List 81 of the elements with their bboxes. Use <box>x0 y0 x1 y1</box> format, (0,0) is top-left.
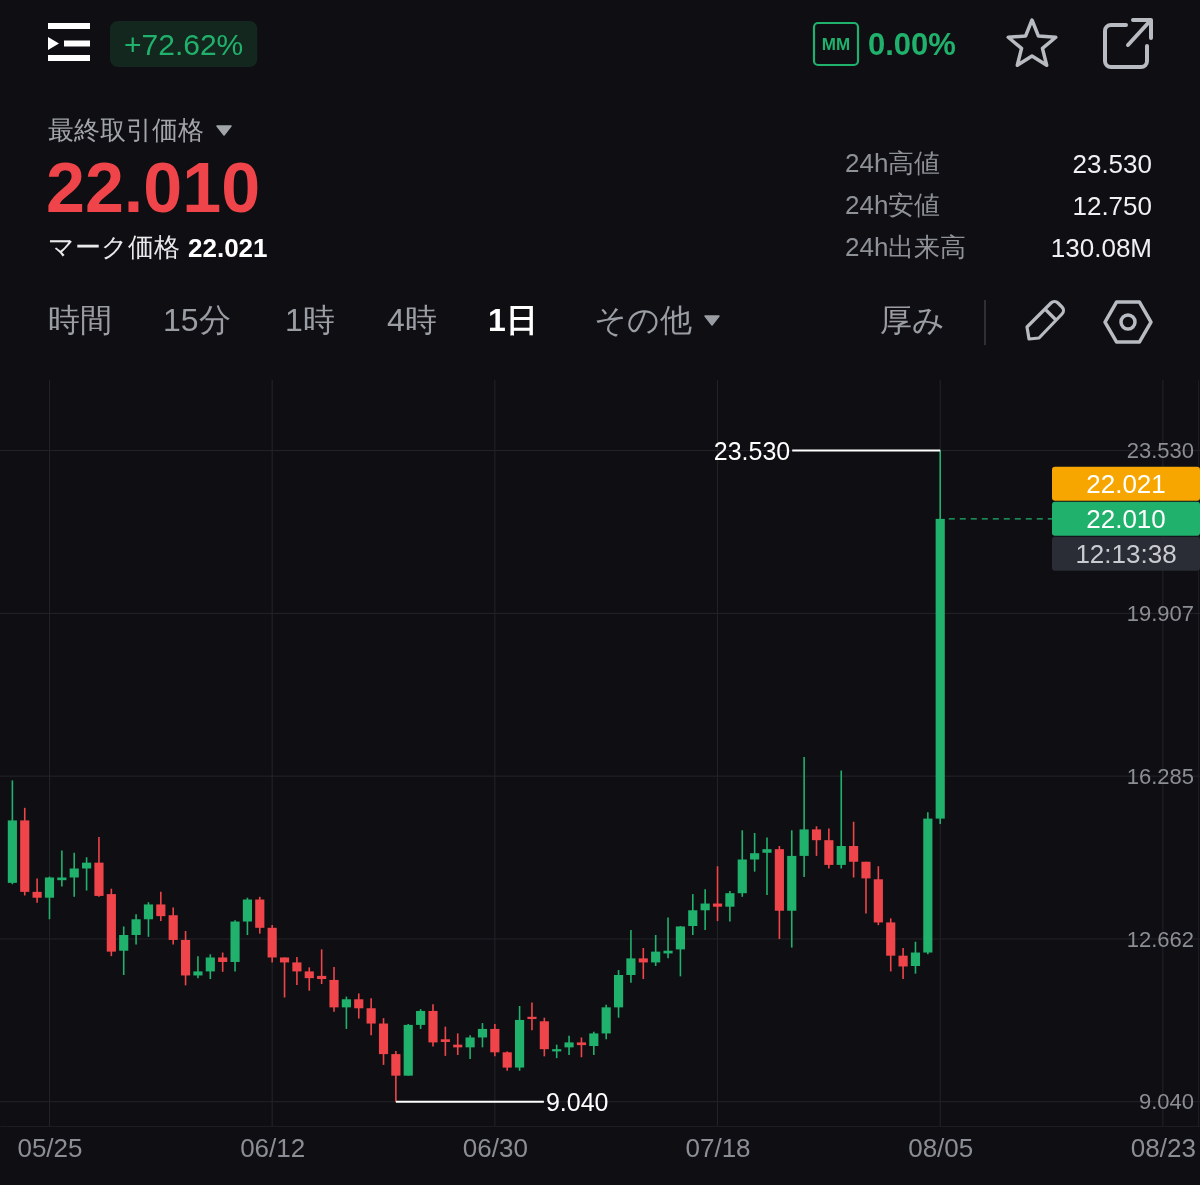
candlestick <box>304 966 314 992</box>
x-tick-label: 05/25 <box>17 1133 83 1164</box>
text: 12.750 <box>1072 191 1152 221</box>
annotation: 23.530 <box>713 436 791 465</box>
candlestick <box>391 1050 401 1103</box>
candlestick <box>193 955 203 979</box>
candlestick <box>416 1008 426 1030</box>
candlestick <box>502 1050 512 1072</box>
text: 22.021 <box>188 233 268 263</box>
text: 厚み <box>880 302 945 338</box>
candlestick <box>849 820 859 879</box>
text: MM <box>821 34 851 54</box>
y-tick-label: 19.907 <box>1126 600 1194 626</box>
candlestick <box>119 925 129 976</box>
candlestick <box>712 865 723 922</box>
candlestick <box>69 851 79 898</box>
y-tick-label: 16.285 <box>1126 763 1194 789</box>
candlestick <box>688 893 698 936</box>
candlestick <box>440 1025 450 1057</box>
text: 1時 <box>285 302 335 338</box>
text: 24h出来高 <box>845 232 967 262</box>
candlestick <box>898 947 908 980</box>
text: 4時 <box>387 302 437 338</box>
candlestick <box>156 891 166 922</box>
text: 15分 <box>163 302 231 338</box>
x-tick-label: 06/30 <box>462 1133 528 1164</box>
ref-line-label: 22.010 <box>1086 503 1166 534</box>
y-tick-label: 9.040 <box>1138 1089 1194 1115</box>
annotation: 9.040 <box>545 1087 609 1116</box>
text: 時間 <box>48 302 112 338</box>
candlestick <box>477 1022 488 1049</box>
text: +72.62% <box>124 27 244 61</box>
text: 1日 <box>488 302 538 338</box>
annotation: 12:13:38 <box>1075 538 1177 569</box>
candlestick <box>57 849 67 888</box>
text: 24h高値 <box>845 148 941 178</box>
candlestick <box>44 875 55 921</box>
candlestick <box>762 836 772 896</box>
text: 最終取引価格 <box>48 115 204 145</box>
x-tick-label: 08/23 <box>1130 1133 1196 1164</box>
candlestick <box>675 925 685 978</box>
text: 0.00% <box>868 26 956 62</box>
x-tick-label: 07/18 <box>685 1133 751 1164</box>
text: マーク価格 <box>48 232 180 262</box>
candlestick <box>242 896 252 936</box>
candlestick <box>317 948 327 985</box>
candlestick <box>638 947 648 980</box>
candlestick <box>651 934 661 967</box>
candlestick <box>366 997 376 1037</box>
candlestick <box>292 956 302 986</box>
candlestick <box>725 890 735 923</box>
candlestick <box>811 825 822 857</box>
text: その他 <box>594 302 692 338</box>
candlestick <box>205 953 215 980</box>
candlestick <box>490 1023 500 1058</box>
y-tick-label: 12.662 <box>1126 926 1194 952</box>
candlestick <box>527 1001 537 1032</box>
candlestick <box>465 1034 475 1060</box>
annotation: 22.021 <box>1086 468 1166 499</box>
candlestick <box>576 1036 587 1059</box>
text: 24h安値 <box>845 190 941 220</box>
candlestick <box>341 995 351 1030</box>
candlestick <box>836 769 846 870</box>
x-tick-label: 08/05 <box>908 1133 974 1164</box>
candlestick <box>143 901 154 938</box>
candlestick <box>564 1034 574 1056</box>
candlestick <box>750 832 760 873</box>
candlestick <box>218 951 228 973</box>
candlestick <box>861 860 871 915</box>
candlestick <box>131 913 141 946</box>
text: 22.010 <box>46 149 261 227</box>
text: 130.08M <box>1050 233 1152 263</box>
y-tick-label: 23.530 <box>1126 438 1194 464</box>
candlestick <box>626 929 636 984</box>
candlestick <box>32 877 42 904</box>
x-tick-label: 06/12 <box>240 1133 306 1164</box>
candlestick <box>589 1030 599 1056</box>
candlestick <box>910 940 921 975</box>
candlestick <box>279 956 290 999</box>
candlestick <box>354 992 364 1020</box>
text: 23.530 <box>1072 149 1152 179</box>
